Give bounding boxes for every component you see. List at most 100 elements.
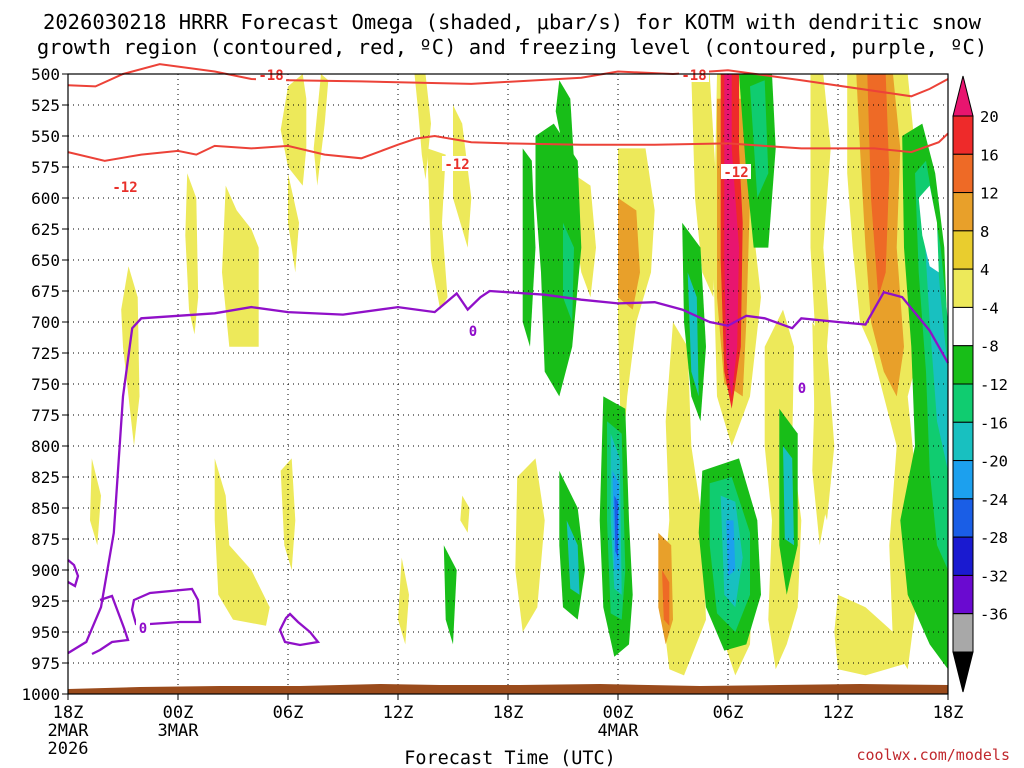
omega-region-7: [280, 74, 307, 186]
y-tick-label-525: 525: [31, 96, 60, 115]
colorbar-bottom-arrow: [952, 651, 974, 693]
colorbar-seg-5: [952, 268, 974, 308]
colorbar-seg-9: [952, 421, 974, 462]
y-tick-label-500: 500: [31, 65, 60, 84]
colorbar-seg-2: [952, 153, 974, 194]
omega-region-0: [414, 74, 431, 180]
label-bg-frz-c: [136, 620, 150, 635]
chart-title-line2: growth region (contoured, red, ºC) and f…: [37, 35, 987, 59]
label-bg-m12-a: [110, 179, 140, 194]
y-tick-label-900: 900: [31, 561, 60, 580]
omega-region-17: [214, 458, 270, 626]
x-tick-year-0: 2026: [48, 739, 89, 759]
x-tick-label-3: 12Z: [383, 703, 414, 723]
isotherm-label-minus18: -18: [258, 68, 283, 84]
x-tick-label-8: 18Z: [933, 703, 964, 723]
y-tick-label-750: 750: [31, 375, 60, 394]
y-tick-label-925: 925: [31, 592, 60, 611]
colorbar-seg-8: [952, 383, 974, 423]
omega-region-21: [90, 458, 101, 546]
surface-terrain: [68, 684, 948, 694]
colorbar-label-5: -4: [980, 299, 999, 317]
omega-region-36: [555, 80, 574, 161]
x-tick-label-2: 06Z: [273, 703, 304, 723]
isotherm-label-minus18-b: -18: [681, 68, 706, 84]
x-tick-date-0: 2MAR: [48, 721, 90, 741]
omega-region-35: [522, 148, 536, 347]
x-tick-label-7: 12Z: [823, 703, 854, 723]
omega-shading: [90, 74, 948, 676]
omega-region-1: [313, 74, 329, 186]
colorbar-label-8: -16: [980, 414, 1008, 432]
colorbar-label-12: -32: [980, 567, 1008, 585]
colorbar-seg-7: [952, 345, 974, 385]
colorbar-seg-13: [952, 574, 974, 615]
colorbar-top-arrow: [952, 75, 974, 117]
omega-region-54: [783, 446, 794, 546]
y-tick-label-825: 825: [31, 468, 60, 487]
colorbar-seg-6: [952, 306, 974, 347]
omega-region-20: [460, 495, 470, 533]
colorbar: 20 16 12 8 4 -4 -8 -12 -16 -20 -24 -28 -32 -36: [952, 75, 1008, 693]
colorbar-label-6: -8: [980, 338, 999, 356]
omega-region-4: [185, 173, 199, 335]
y-tick-label-675: 675: [31, 282, 60, 301]
omega-region-57: [915, 160, 948, 571]
colorbar-label-13: -36: [980, 606, 1008, 624]
y-tick-label-600: 600: [31, 189, 60, 208]
colorbar-seg-11: [952, 498, 974, 538]
omega-region-3: [427, 148, 448, 310]
x-tick-label-6: 06Z: [713, 703, 744, 723]
x-axis-title: Forecast Time (UTC): [404, 748, 616, 768]
plot-area: -18 -18 -12 -12 -12 0 0 0: [67, 63, 949, 695]
y-tick-label-550: 550: [31, 127, 60, 146]
colorbar-label-7: -12: [980, 376, 1008, 394]
label-bg-frz-a: [466, 323, 480, 338]
omega-region-58: [922, 198, 948, 471]
y-tick-label-650: 650: [31, 251, 60, 270]
omega-region-52: [750, 80, 769, 198]
grid: [68, 74, 948, 694]
x-tick-label-0: 18Z: [53, 703, 84, 723]
y-tick-label-725: 725: [31, 344, 60, 363]
omega-region-8: [288, 173, 299, 273]
colorbar-seg-1: [952, 115, 974, 155]
omega-region-11: [691, 74, 717, 298]
colorbar-seg-12: [952, 536, 974, 576]
colorbar-seg-3: [952, 192, 974, 232]
freezing-level-loop-b: [278, 612, 321, 647]
colorbar-label-11: -28: [980, 529, 1008, 547]
isotherm-label-minus12-a: -12: [112, 180, 137, 196]
y-tick-label-800: 800: [31, 437, 60, 456]
x-tick-label-4: 18Z: [493, 703, 524, 723]
y-tick-label-950: 950: [31, 623, 60, 642]
y-tick-label-625: 625: [31, 220, 60, 239]
y-tick-label-775: 775: [31, 406, 60, 425]
credit-text: coolwx.com/models: [856, 746, 1010, 764]
y-tick-label-700: 700: [31, 313, 60, 332]
omega-region-6: [121, 266, 140, 446]
chart-title-line1: 2026030218 HRRR Forecast Omega (shaded, …: [43, 10, 982, 34]
x-tick-label-1: 00Z: [163, 703, 194, 723]
label-bg-m12-b: [442, 156, 472, 171]
colorbar-seg-last: [952, 613, 974, 653]
freezing-label-a: 0: [469, 324, 477, 340]
omega-region-30: [662, 570, 670, 626]
label-bg-m12-c: [721, 164, 751, 179]
colorbar-label-9: -20: [980, 453, 1008, 471]
colorbar-seg-10: [952, 460, 974, 500]
dendritic-isotherm-minus12: [67, 132, 949, 162]
y-tick-label-1000: 1000: [21, 685, 60, 704]
y-tick-label-850: 850: [31, 499, 60, 518]
colorbar-label-10: -24: [980, 491, 1008, 509]
isotherm-label-minus12-c: -12: [723, 165, 748, 181]
omega-region-27: [867, 74, 890, 298]
x-tick-date-5: 4MAR: [598, 721, 640, 741]
freezing-label-b: 0: [798, 381, 806, 397]
freezing-level-loop-a: [130, 587, 202, 626]
isotherm-label-minus12-b: -12: [444, 157, 469, 173]
y-tick-label-875: 875: [31, 530, 60, 549]
freezing-level-loop-left: [67, 559, 130, 656]
